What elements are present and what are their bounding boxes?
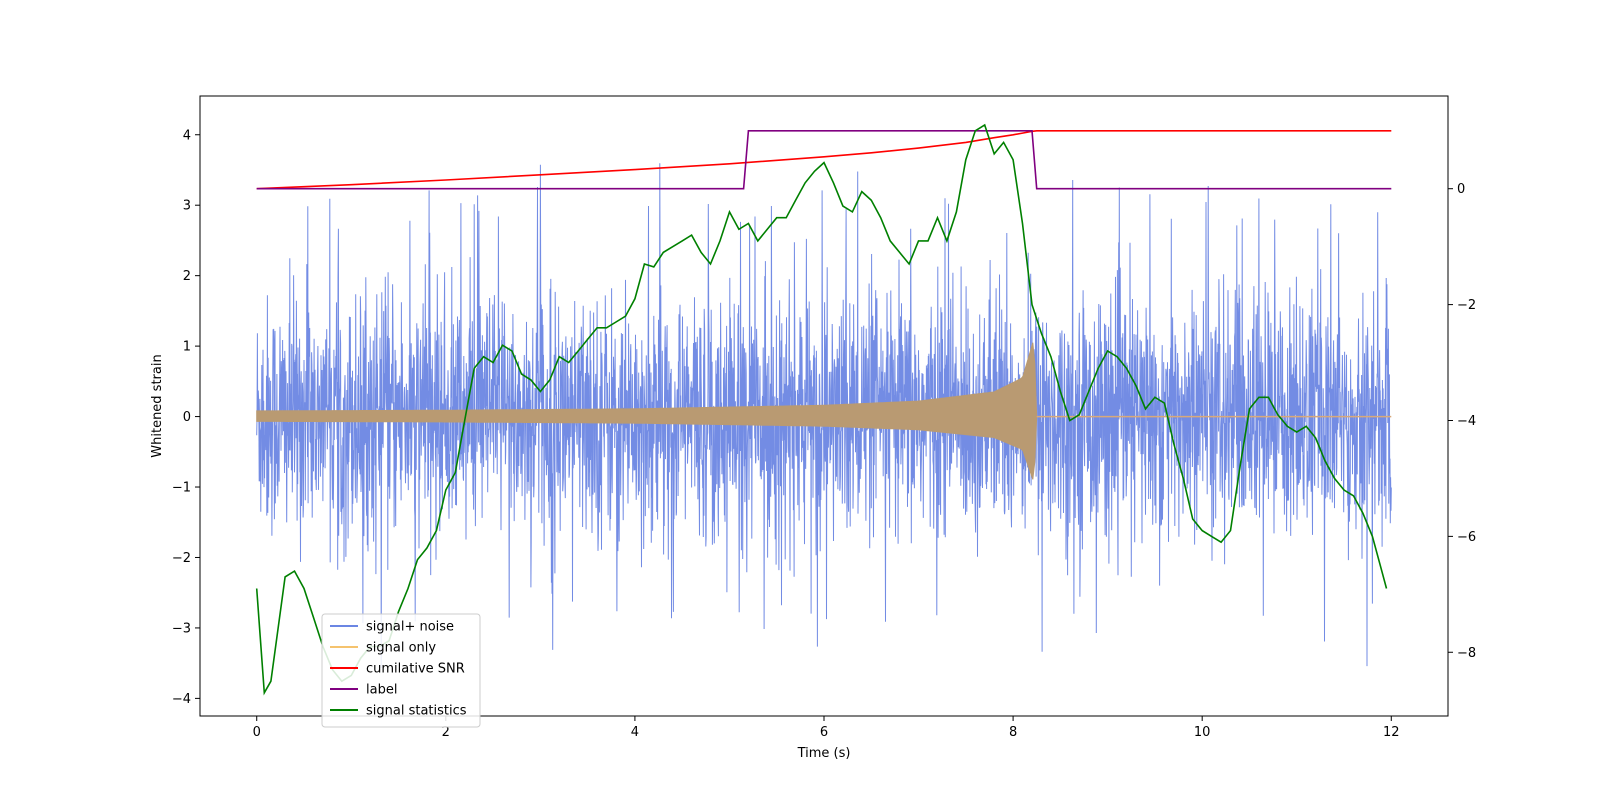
plot-area: [255, 123, 1392, 696]
x-tick-label: 2: [442, 725, 450, 740]
y-tick-label-left: −2: [172, 551, 191, 566]
series-signal-noise: [256, 163, 1392, 669]
series-label: [256, 130, 1392, 190]
x-tick-label: 12: [1383, 725, 1400, 740]
y-tick-label-left: 1: [183, 340, 191, 355]
y-tick-label-right: −4: [1457, 414, 1476, 429]
legend-label: signal only: [366, 641, 436, 656]
y-tick-label-right: −6: [1457, 530, 1476, 545]
y-tick-label-left: 3: [183, 199, 191, 214]
y-tick-label-right: −2: [1457, 298, 1476, 313]
legend-label: signal statistics: [366, 704, 467, 719]
legend-label: cumilative SNR: [366, 662, 465, 677]
series-cumilative-snr: [256, 130, 1392, 190]
x-tick-label: 10: [1194, 725, 1211, 740]
y-tick-label-right: −8: [1457, 646, 1476, 661]
x-tick-label: 8: [1009, 725, 1017, 740]
y-tick-label-left: −4: [172, 692, 191, 707]
y-tick-label-left: −1: [172, 481, 191, 496]
series-signal-only: [256, 342, 1038, 480]
y-tick-label-left: −3: [172, 621, 191, 636]
x-tick-label: 6: [820, 725, 828, 740]
x-tick-label: 4: [631, 725, 639, 740]
y-tick-label-left: 4: [183, 128, 191, 143]
y-tick-label-left: 2: [183, 269, 191, 284]
x-tick-label: 0: [253, 725, 261, 740]
y-tick-label-right: 0: [1457, 182, 1465, 197]
y-axis-label-left: Whitened strain: [150, 354, 165, 457]
y-tick-label-left: 0: [183, 410, 191, 425]
legend-box: [321, 613, 481, 728]
x-axis-label: Time (s): [797, 746, 851, 761]
legend-label: signal+ noise: [366, 620, 454, 635]
legend[interactable]: signal+ noise signal only cumilative SNR la…: [321, 613, 481, 728]
series-signal-statistics: [255, 123, 1388, 696]
legend-label: label: [366, 683, 397, 698]
